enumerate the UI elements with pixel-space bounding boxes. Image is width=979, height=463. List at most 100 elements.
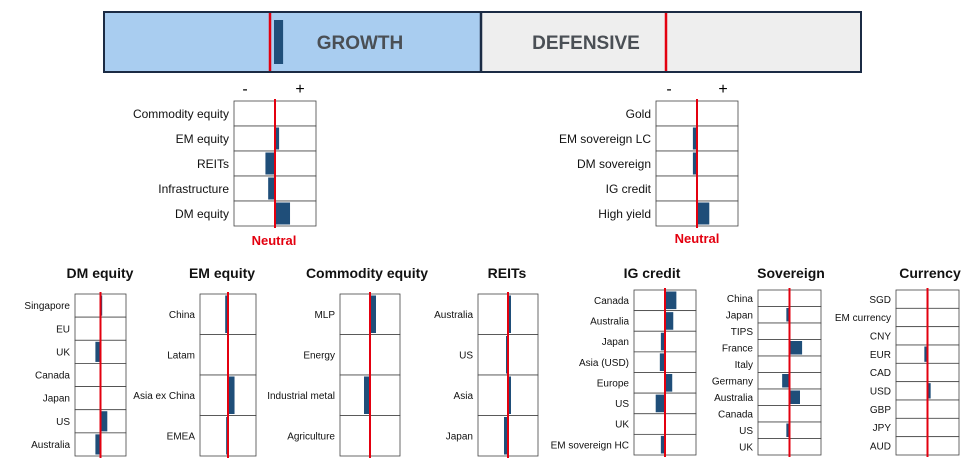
category-label: Asia [454, 391, 474, 402]
bar [789, 341, 803, 355]
category-label: TIPS [731, 327, 754, 338]
category-label: REITs [197, 157, 229, 171]
chart-panel-6: IG credit Canada Australia Japan Asia (USD) E… [551, 265, 697, 457]
category-label: US [459, 350, 473, 361]
bar [927, 383, 931, 399]
chart-panel-8: Currency SGD EM currency CNY EUR CAD USD GBP JPY… [835, 265, 961, 457]
bar [665, 312, 674, 330]
category-label: CNY [870, 331, 891, 342]
bar [692, 127, 697, 150]
category-label: UK [56, 347, 70, 358]
category-label: IG credit [606, 182, 652, 196]
bar [275, 127, 280, 150]
category-label: China [169, 310, 196, 321]
chart-panel-2: DM equity Singapore EU UK Canada Japan US Austr… [24, 265, 134, 458]
category-label: AUD [870, 441, 891, 452]
category-label: Industrial metal [267, 391, 335, 402]
category-label: EM equity [176, 132, 229, 146]
neutral-label: Neutral [675, 231, 720, 246]
chart-panel-4: Commodity equity MLP Energy Industrial meta… [267, 265, 428, 458]
chart-title: EM equity [189, 265, 255, 281]
bar [228, 376, 235, 414]
bar [692, 152, 697, 175]
category-label: GBP [870, 405, 891, 416]
header-bar: GROWTH DEFENSIVE [103, 11, 862, 73]
category-label: Europe [597, 378, 630, 389]
category-label: Canada [594, 296, 629, 307]
category-label: JPY [873, 423, 892, 434]
bar [697, 202, 710, 225]
bar [275, 202, 291, 225]
bar [924, 346, 928, 362]
bar [508, 295, 511, 333]
bar [370, 295, 376, 333]
plus-sign: + [295, 81, 304, 98]
chart-title: DM equity [67, 265, 134, 281]
category-label: Asia (USD) [579, 358, 629, 369]
plus-sign: + [718, 81, 727, 98]
category-label: CAD [870, 368, 891, 379]
bar [665, 291, 677, 310]
category-label: UK [739, 442, 753, 453]
bar [95, 434, 101, 455]
bar [655, 394, 665, 413]
category-label: High yield [598, 207, 651, 221]
category-label: Commodity equity [133, 107, 229, 121]
category-label: EU [56, 324, 70, 335]
bar [504, 417, 508, 455]
defensive-region [481, 12, 861, 72]
category-label: Canada [718, 409, 753, 420]
chart-panel-1: - + Gold EM sovereign LC DM sovereign IG cred… [559, 81, 739, 246]
chart-title: Currency [899, 265, 961, 281]
category-label: Latam [167, 350, 195, 361]
category-label: Germany [712, 376, 753, 387]
category-label: US [56, 417, 70, 428]
bar [225, 295, 228, 333]
bar [786, 308, 790, 322]
category-label: EM sovereign HC [551, 440, 629, 451]
category-label: Australia [434, 310, 473, 321]
chart-panel-3: EM equity China Latam Asia ex China EMEA [133, 265, 257, 458]
bar [660, 435, 665, 454]
bar [100, 411, 108, 432]
defensive-label: DEFENSIVE [532, 33, 640, 54]
category-label: DM equity [175, 207, 229, 221]
category-label: Singapore [24, 301, 70, 312]
category-label: EM currency [835, 313, 891, 324]
bar [364, 376, 370, 414]
category-label: Italy [735, 360, 753, 371]
category-label: EMEA [167, 431, 196, 442]
growth-label: GROWTH [317, 33, 404, 54]
category-label: Agriculture [287, 431, 335, 442]
bar [665, 374, 673, 392]
chart-panel-5: REITs Australia US Asia Japan [434, 265, 539, 458]
category-label: Japan [446, 431, 473, 442]
category-label: Gold [626, 107, 651, 121]
chart-panel-7: Sovereign China Japan TIPS France Italy German… [712, 265, 825, 457]
category-label: Infrastructure [158, 182, 229, 196]
category-label: EM sovereign LC [559, 132, 651, 146]
bar [508, 376, 511, 414]
minus-sign: - [242, 81, 247, 98]
category-label: Energy [303, 350, 335, 361]
category-label: Japan [726, 310, 753, 321]
category-label: MLP [314, 310, 335, 321]
chart-title: REITs [488, 265, 527, 281]
bar [265, 152, 275, 175]
category-label: USD [870, 386, 891, 397]
category-label: Japan [43, 394, 70, 405]
bar [782, 374, 790, 388]
category-label: Asia ex China [133, 391, 195, 402]
chart-panel-0: - + Commodity equity EM equity REITs Infrastr… [133, 81, 317, 248]
category-label: EUR [870, 350, 891, 361]
chart-title: Commodity equity [306, 265, 428, 281]
category-label: US [615, 399, 629, 410]
category-label: Canada [35, 371, 70, 382]
neutral-label: Neutral [252, 233, 297, 248]
growth-tilt-bar [274, 20, 284, 64]
bar [95, 341, 101, 362]
growth-region [104, 12, 481, 72]
category-label: UK [615, 420, 629, 431]
bar [268, 177, 275, 200]
